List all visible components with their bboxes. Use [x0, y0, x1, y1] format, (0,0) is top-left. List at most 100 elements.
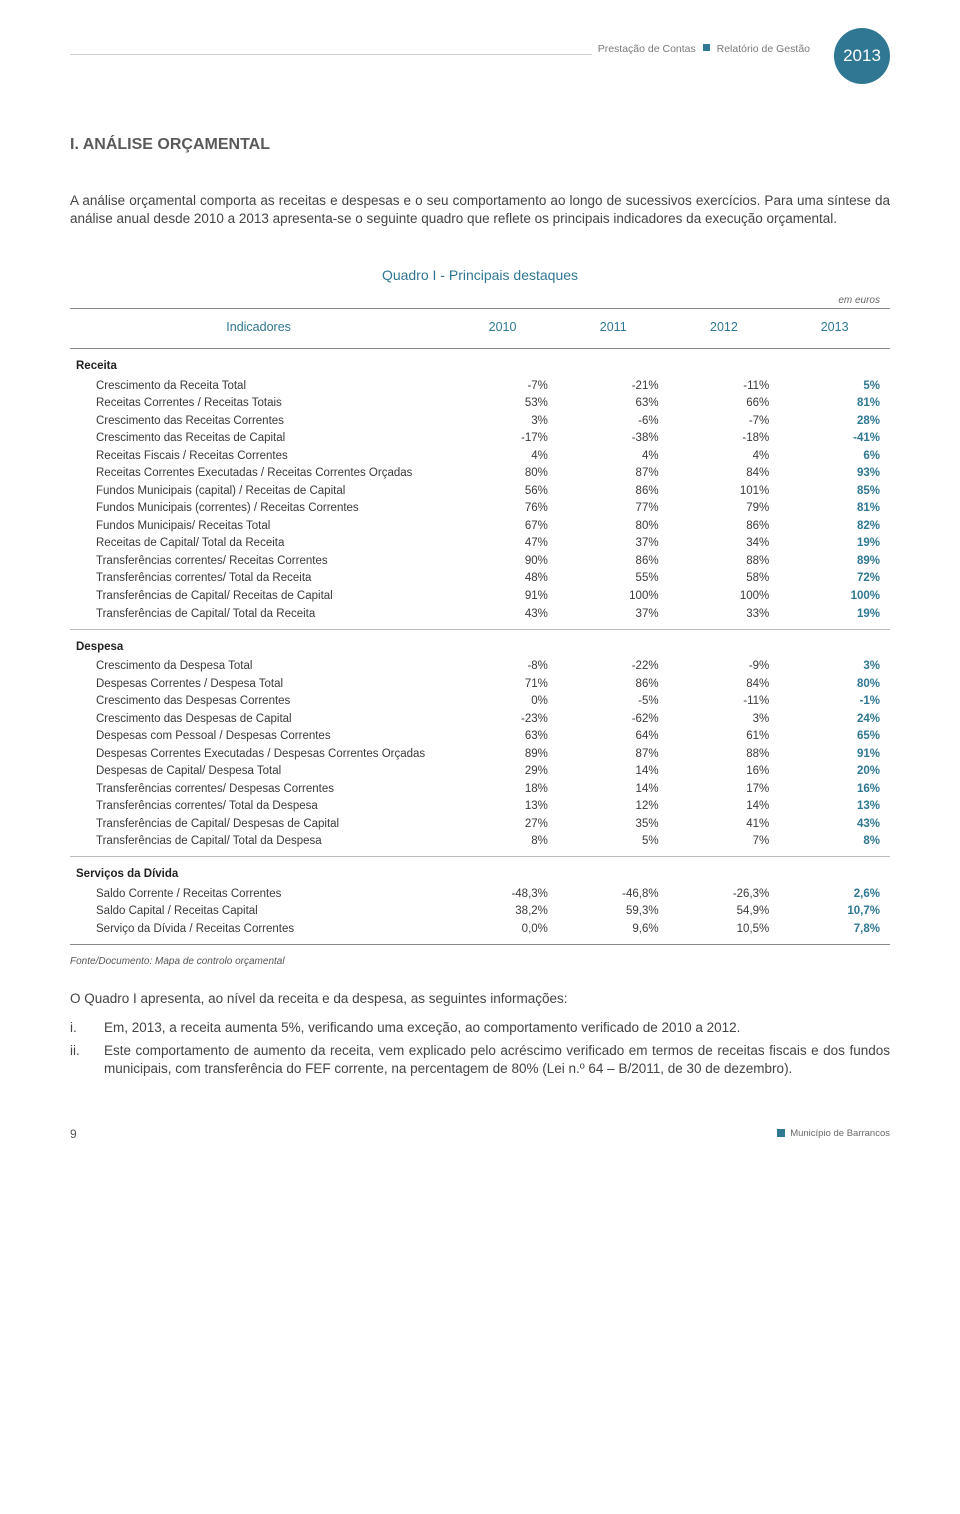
table-row: Transferências correntes/ Despesas Corre… [70, 781, 890, 799]
table-row: Receitas Correntes / Receitas Totais53%6… [70, 395, 890, 413]
row-value: -1% [779, 693, 890, 711]
row-value: 8% [779, 833, 890, 851]
row-value: 82% [779, 518, 890, 536]
row-value: 101% [669, 483, 780, 501]
row-label: Despesas de Capital/ Despesa Total [70, 763, 447, 781]
row-value: 10,7% [779, 903, 890, 921]
col-year-1: 2011 [558, 309, 669, 349]
row-label: Transferências de Capital/ Total da Rece… [70, 606, 447, 624]
row-value: 88% [669, 553, 780, 571]
row-label: Fundos Municipais/ Receitas Total [70, 518, 447, 536]
group-row: Serviços da Dívida [70, 857, 890, 886]
section-title: I. ANÁLISE ORÇAMENTAL [70, 134, 890, 156]
row-value: 81% [779, 395, 890, 413]
table-row: Saldo Corrente / Receitas Correntes-48,3… [70, 886, 890, 904]
row-value: 2,6% [779, 886, 890, 904]
table-section: Serviços da DívidaSaldo Corrente / Recei… [70, 857, 890, 945]
row-value: 93% [779, 465, 890, 483]
row-label: Despesas Correntes / Despesa Total [70, 676, 447, 694]
year-badge: 2013 [834, 28, 890, 84]
table-row: Despesas Correntes / Despesa Total71%86%… [70, 676, 890, 694]
row-label: Despesas Correntes Executadas / Despesas… [70, 746, 447, 764]
row-value: 89% [447, 746, 558, 764]
row-value: 77% [558, 500, 669, 518]
post-text: O Quadro I apresenta, ao nível da receit… [70, 990, 890, 1008]
group-label: Receita [70, 349, 890, 378]
table-row: Crescimento das Receitas de Capital-17%-… [70, 430, 890, 448]
row-label: Despesas com Pessoal / Despesas Corrente… [70, 728, 447, 746]
table-row: Despesas com Pessoal / Despesas Corrente… [70, 728, 890, 746]
row-value: 86% [669, 518, 780, 536]
row-label: Transferências correntes/ Despesas Corre… [70, 781, 447, 799]
row-value: 35% [558, 816, 669, 834]
table-row: Fundos Municipais (correntes) / Receitas… [70, 500, 890, 518]
col-year-2: 2012 [669, 309, 780, 349]
row-value: 37% [558, 606, 669, 624]
row-value: 53% [447, 395, 558, 413]
row-value: -5% [558, 693, 669, 711]
row-value: 7,8% [779, 921, 890, 939]
row-value: 13% [779, 798, 890, 816]
row-value: 16% [779, 781, 890, 799]
table-row: Fundos Municipais (capital) / Receitas d… [70, 483, 890, 501]
table-row: Crescimento das Receitas Correntes3%-6%-… [70, 413, 890, 431]
row-label: Saldo Corrente / Receitas Correntes [70, 886, 447, 904]
row-label: Serviço da Dívida / Receitas Correntes [70, 921, 447, 939]
row-value: 10,5% [669, 921, 780, 939]
row-label: Receitas Correntes / Receitas Totais [70, 395, 447, 413]
row-value: 100% [669, 588, 780, 606]
row-value: 67% [447, 518, 558, 536]
row-value: -6% [558, 413, 669, 431]
item-text: Este comportamento de aumento da receita… [104, 1042, 890, 1078]
page-header: Prestação de Contas Relatório de Gestão … [70, 28, 890, 84]
row-value: 58% [669, 570, 780, 588]
group-label: Despesa [70, 629, 890, 658]
table-row: Serviço da Dívida / Receitas Correntes0,… [70, 921, 890, 939]
row-value: 14% [558, 781, 669, 799]
row-value: -11% [669, 378, 780, 396]
table-row: Transferências correntes/ Receitas Corre… [70, 553, 890, 571]
table-row: Transferências correntes/ Total da Despe… [70, 798, 890, 816]
page-number: 9 [70, 1126, 77, 1142]
row-value: 86% [558, 676, 669, 694]
row-value: 3% [669, 711, 780, 729]
row-value: 4% [669, 448, 780, 466]
findings-list: i.Em, 2013, a receita aumenta 5%, verifi… [70, 1019, 890, 1079]
table-section: DespesaCrescimento da Despesa Total-8%-2… [70, 629, 890, 857]
row-value: 4% [447, 448, 558, 466]
row-value: 81% [779, 500, 890, 518]
mun-text: Município de Barrancos [790, 1128, 890, 1139]
table-unit: em euros [70, 293, 890, 309]
table-row: Crescimento da Receita Total-7%-21%-11%5… [70, 378, 890, 396]
row-value: 80% [447, 465, 558, 483]
page-footer: 9 Município de Barrancos [70, 1126, 890, 1142]
row-value: 100% [779, 588, 890, 606]
table-row: Transferências de Capital/ Total da Desp… [70, 833, 890, 851]
fonte-text: Fonte/Documento: Mapa de controlo orçame… [70, 955, 890, 969]
row-value: 5% [779, 378, 890, 396]
row-value: 56% [447, 483, 558, 501]
row-value: 48% [447, 570, 558, 588]
row-value: -7% [447, 378, 558, 396]
table-row: Transferências de Capital/ Total da Rece… [70, 606, 890, 624]
table-row: Saldo Capital / Receitas Capital38,2%59,… [70, 903, 890, 921]
row-value: 34% [669, 535, 780, 553]
table-row: Receitas de Capital/ Total da Receita47%… [70, 535, 890, 553]
row-value: 16% [669, 763, 780, 781]
row-value: 80% [558, 518, 669, 536]
row-value: -8% [447, 658, 558, 676]
group-row: Despesa [70, 629, 890, 658]
row-value: 18% [447, 781, 558, 799]
row-value: 28% [779, 413, 890, 431]
row-value: 9,6% [558, 921, 669, 939]
row-value: 0,0% [447, 921, 558, 939]
row-value: -9% [669, 658, 780, 676]
row-value: 17% [669, 781, 780, 799]
row-value: -62% [558, 711, 669, 729]
table-row: Fundos Municipais/ Receitas Total67%80%8… [70, 518, 890, 536]
row-value: 86% [558, 483, 669, 501]
row-label: Crescimento das Receitas Correntes [70, 413, 447, 431]
row-value: 43% [779, 816, 890, 834]
row-value: 29% [447, 763, 558, 781]
item-number: ii. [70, 1042, 104, 1078]
